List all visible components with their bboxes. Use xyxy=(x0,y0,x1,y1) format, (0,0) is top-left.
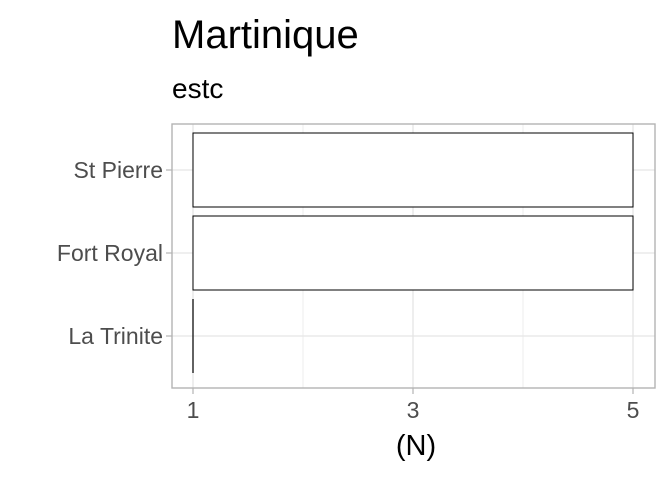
bar xyxy=(192,132,634,208)
x-tick-label: 1 xyxy=(187,397,200,423)
bar xyxy=(192,215,634,291)
y-tick-label: St Pierre xyxy=(74,157,163,183)
y-tick-label: La Trinite xyxy=(68,323,163,349)
x-axis-title: (N) xyxy=(396,430,436,462)
y-axis: St Pierre Fort Royal La Trinite xyxy=(57,157,172,349)
y-tick-label: Fort Royal xyxy=(57,240,163,266)
bar-layer xyxy=(192,132,634,373)
chart-subtitle: estc xyxy=(172,73,223,104)
x-tick-label: 5 xyxy=(627,397,640,423)
x-axis: 1 3 5 xyxy=(187,388,640,423)
x-tick-label: 3 xyxy=(407,397,420,423)
chart-title: Martinique xyxy=(172,13,359,57)
